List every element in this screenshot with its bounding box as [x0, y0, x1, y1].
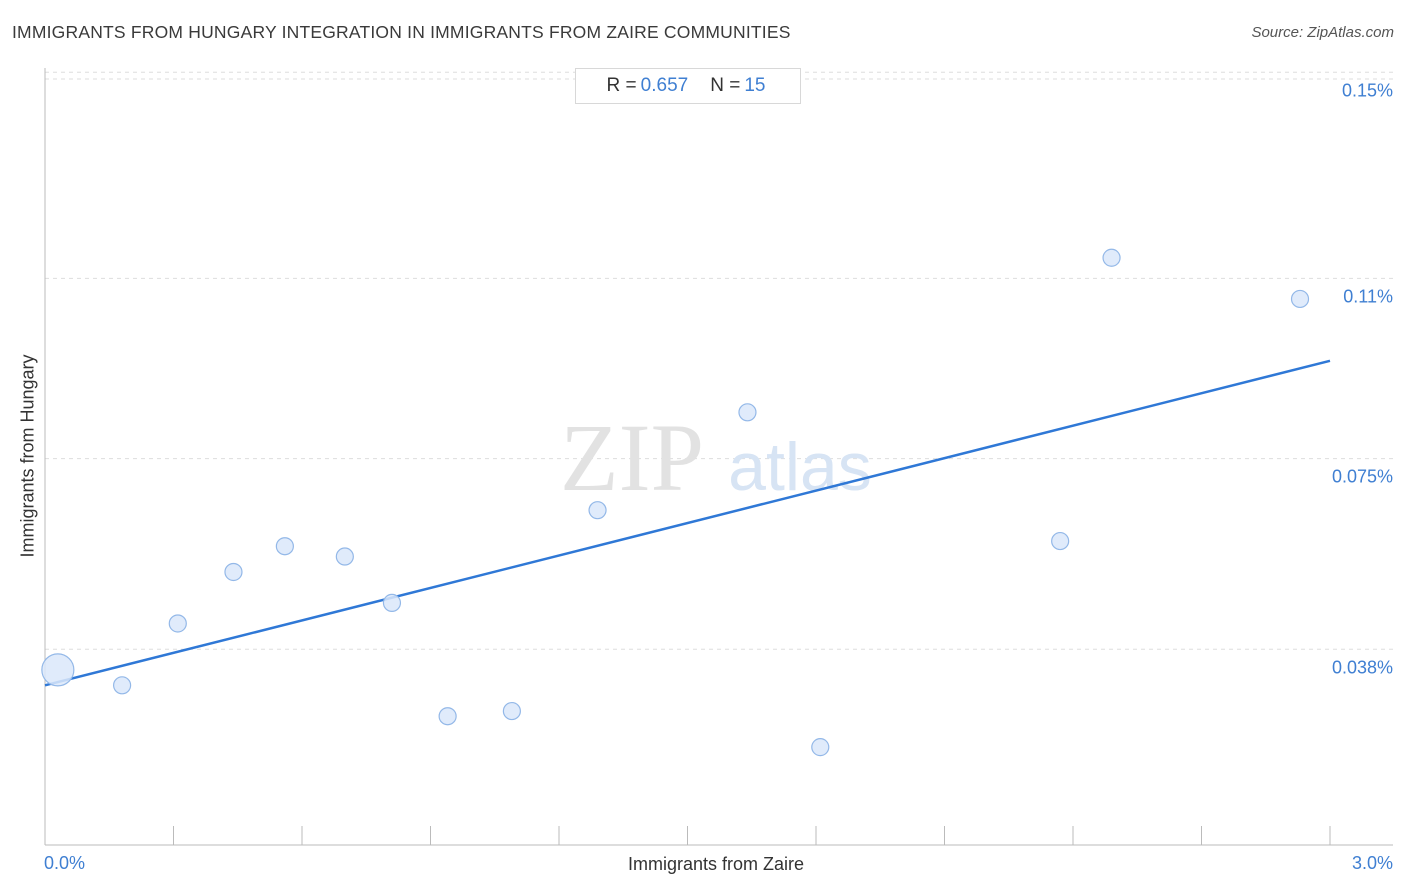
data-point-10	[738, 403, 757, 422]
trend-line	[44, 359, 1331, 687]
data-point-8	[502, 701, 521, 721]
data-point-1	[112, 676, 132, 695]
chart-title: IMMIGRANTS FROM HUNGARY INTEGRATION IN I…	[12, 22, 791, 42]
r-value: 0.657	[640, 75, 689, 96]
data-point-13	[1102, 248, 1121, 267]
n-label: N =	[710, 75, 741, 96]
data-point-7	[438, 707, 457, 726]
y-tick-label-2: 0.075%	[1332, 467, 1393, 487]
data-point-14	[1290, 289, 1310, 309]
data-point-9	[588, 501, 607, 520]
x-tick-max: 3.0%	[1351, 853, 1393, 873]
stats-box: R = 0.657 N = 15	[575, 68, 801, 104]
data-point-11	[811, 738, 830, 757]
watermark-atlas: atlas	[728, 429, 872, 505]
trend-line-group	[44, 359, 1331, 687]
axes	[44, 68, 1393, 846]
watermark-zip: ZIP	[560, 404, 704, 511]
source-note: Source: ZipAtlas.com	[1251, 24, 1394, 41]
grid-lines	[45, 71, 1393, 650]
y-axis-label: Immigrants from Hungary	[17, 354, 38, 558]
data-point-5	[335, 547, 354, 566]
data-point-0	[41, 653, 75, 687]
data-point-4	[275, 537, 294, 556]
y-tick-label-3: 0.038%	[1332, 657, 1393, 677]
n-value: 15	[744, 75, 766, 96]
data-point-6	[382, 593, 402, 612]
y-tick-label-0: 0.15%	[1342, 80, 1393, 100]
y-tick-labels: 0.15% 0.11% 0.075% 0.038%	[1332, 80, 1393, 677]
data-point-2	[168, 614, 187, 633]
data-point-12	[1051, 531, 1070, 551]
r-label: R =	[606, 75, 637, 96]
data-points	[41, 248, 1310, 757]
data-point-3	[224, 562, 243, 582]
y-tick-label-1: 0.11%	[1343, 286, 1393, 306]
x-tick-min: 0.0%	[44, 853, 86, 873]
x-axis-label: Immigrants from Zaire	[627, 854, 805, 874]
